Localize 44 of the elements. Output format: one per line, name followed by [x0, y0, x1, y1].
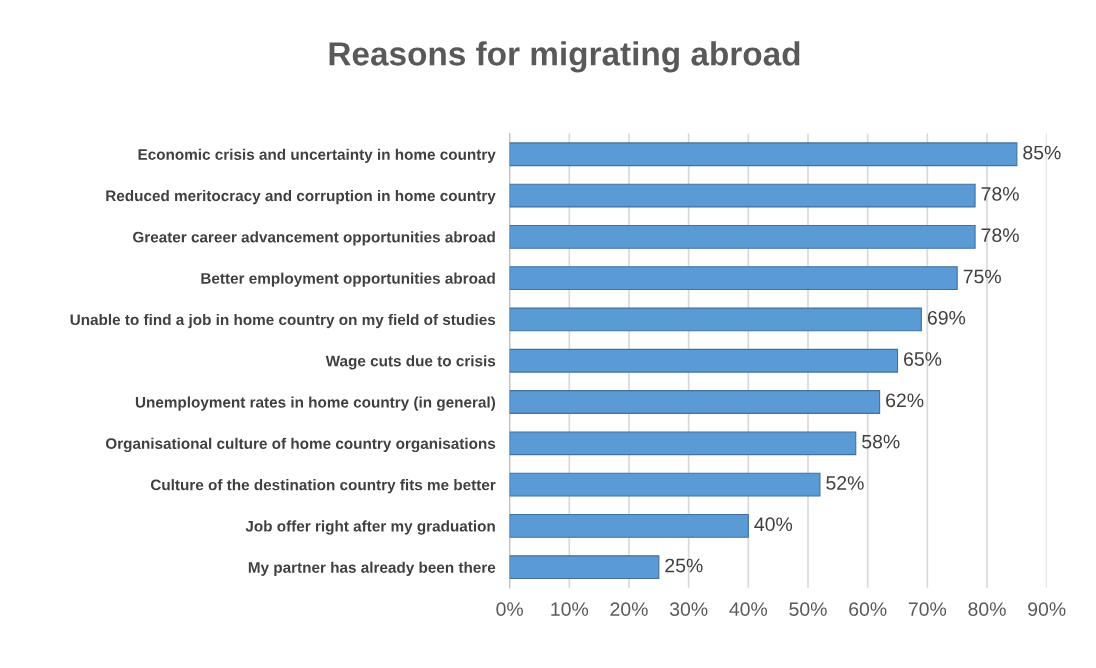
y-tick-label: Greater career advancement opportunities abroad [133, 231, 495, 246]
data-label: 78% [981, 228, 1019, 243]
data-label: 69% [927, 310, 966, 325]
x-tick-label: 40% [729, 602, 768, 617]
x-tick-label: 10% [551, 602, 589, 617]
bar [509, 224, 976, 249]
chart-title: Reasons for migrating abroad [329, 41, 800, 73]
x-tick-label: 30% [669, 602, 708, 617]
bar [509, 348, 899, 373]
y-tick-label: Unemployment rates in home country (in general) [135, 396, 496, 411]
x-tick-label: 80% [968, 602, 1006, 617]
bar [509, 555, 660, 580]
data-label: 52% [826, 476, 864, 490]
data-label: 62% [886, 393, 924, 408]
y-tick-label: Better employment opportunities abroad [201, 272, 495, 287]
y-tick-label: Job offer right after my graduation [245, 520, 495, 535]
x-tick-label: 50% [789, 602, 827, 617]
x-tick-label: 90% [1028, 602, 1066, 617]
y-tick-label: Economic crisis and uncertainty in home country [138, 148, 496, 163]
data-label: 85% [1023, 145, 1061, 160]
y-tick-label: Reduced meritocracy and corruption in home country [106, 190, 496, 205]
data-label: 75% [963, 269, 1001, 284]
data-label: 25% [665, 558, 703, 573]
bar [509, 513, 749, 538]
x-tick-label: 70% [908, 602, 947, 617]
x-tick-label: 20% [610, 602, 648, 617]
bar [509, 431, 857, 456]
y-tick-label: My partner has already been there [248, 561, 496, 576]
y-tick-label: Unable to find a job in home country on my field of studies [70, 313, 496, 329]
bar [509, 472, 821, 497]
y-tick-label: Organisational culture of home country organisations [105, 437, 496, 453]
data-label: 65% [904, 352, 942, 366]
y-tick-label: Wage cuts due to crisis [325, 355, 496, 370]
bar [509, 266, 958, 291]
y-tick-label: Culture of the destination country fits me better [150, 479, 496, 494]
x-tick-label: 60% [849, 602, 887, 617]
bar [509, 390, 881, 414]
data-label: 40% [754, 517, 793, 532]
bar [509, 142, 1018, 167]
x-tick-label: 0% [496, 602, 523, 617]
bar [509, 307, 922, 332]
data-label: 58% [862, 434, 900, 449]
bar [509, 183, 976, 208]
data-label: 78% [981, 186, 1019, 201]
